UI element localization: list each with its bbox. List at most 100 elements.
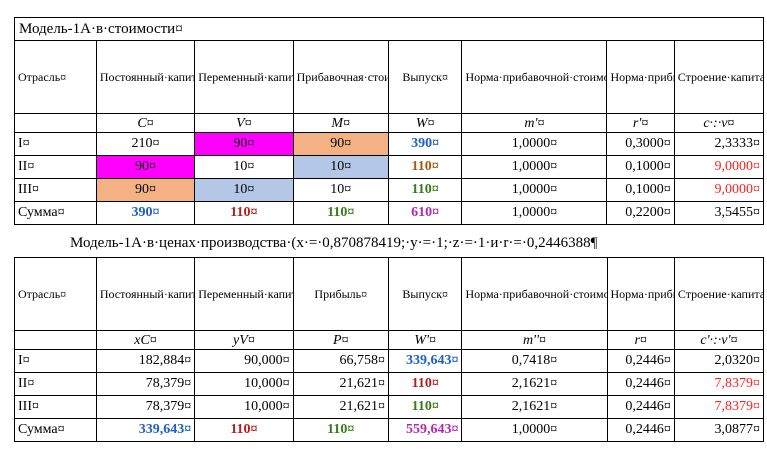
table-cell: 0,7418¤ bbox=[461, 349, 608, 373]
symbol-cell: M¤ bbox=[292, 113, 389, 133]
symbol-cell: r¤ bbox=[606, 330, 675, 350]
row-label: II¤ bbox=[14, 372, 97, 396]
symbol-empty bbox=[14, 330, 97, 350]
table-cell: 390¤ bbox=[387, 132, 463, 156]
header-capital-composition: Строение·капитала¤ bbox=[673, 257, 765, 331]
table-row: III¤ 78,379¤ 10,000¤ 21,621¤ 110¤ 2,1621… bbox=[14, 395, 765, 419]
table-row-total: Сумма¤ 390¤ 110¤ 110¤ 610¤ 1,0000¤ 0,220… bbox=[14, 201, 765, 225]
symbol-cell: c'·:·v'¤ bbox=[673, 330, 765, 350]
table-cell: 110¤ bbox=[387, 395, 463, 419]
table-cell: 390¤ bbox=[95, 201, 196, 225]
table-cell: 110¤ bbox=[387, 178, 463, 202]
symbol-cell: r'¤ bbox=[606, 113, 675, 133]
table-cell: 90¤ bbox=[292, 132, 389, 156]
table-cell: 3,5455¤ bbox=[673, 201, 765, 225]
table-cell: 2,3333¤ bbox=[673, 132, 765, 156]
table-cell: 559,643¤ bbox=[387, 418, 463, 442]
table-cell: 110¤ bbox=[292, 201, 389, 225]
table-cell: 0,2446¤ bbox=[606, 349, 675, 373]
header-branch: Отрасль¤ bbox=[14, 40, 97, 114]
header-profit: Прибыль¤ bbox=[292, 257, 389, 331]
row-label: I¤ bbox=[14, 349, 97, 373]
header-output: Выпуск¤ bbox=[387, 257, 463, 331]
header-branch: Отрасль¤ bbox=[14, 257, 97, 331]
table-cell: 90¤ bbox=[194, 132, 294, 156]
table-cell: 10¤ bbox=[292, 155, 389, 179]
row-label: Сумма¤ bbox=[14, 418, 97, 442]
symbol-cell: yV¤ bbox=[194, 330, 294, 350]
table-cell: 0,2446¤ bbox=[606, 372, 675, 396]
table-row: II¤ 90¤ 10¤ 10¤ 110¤ 1,0000¤ 0,1000¤ 9,0… bbox=[14, 155, 765, 179]
table-cell: 0,1000¤ bbox=[606, 178, 675, 202]
table-cell: 1,0000¤ bbox=[461, 155, 608, 179]
table-cell: 10¤ bbox=[194, 178, 294, 202]
table-cell: 0,2200¤ bbox=[606, 201, 675, 225]
table-cell: 10¤ bbox=[292, 178, 389, 202]
table-cell: 10,000¤ bbox=[194, 372, 294, 396]
symbol-cell: c·:·v¤ bbox=[673, 113, 765, 133]
table-row: I¤ 182,884¤ 90,000¤ 66,758¤ 339,643¤ 0,7… bbox=[14, 349, 765, 373]
table-cell: 210¤ bbox=[95, 132, 196, 156]
table-cell: 610¤ bbox=[387, 201, 463, 225]
table-cell: 0,1000¤ bbox=[606, 155, 675, 179]
symbol-cell: m'¤ bbox=[461, 113, 608, 133]
table2-title: Модель-1А·в·ценах·производства·(x·=·0,87… bbox=[70, 235, 598, 251]
table-row: I¤ 210¤ 90¤ 90¤ 390¤ 1,0000¤ 0,3000¤ 2,3… bbox=[14, 132, 765, 156]
header-constant-capital: Постоянный·капитал¤ bbox=[95, 257, 196, 331]
table-cell: 0,3000¤ bbox=[606, 132, 675, 156]
table-cell: 7,8379¤ bbox=[673, 395, 765, 419]
table-cell: 2,1621¤ bbox=[461, 372, 608, 396]
row-label: II¤ bbox=[14, 155, 97, 179]
table-cell: 66,758¤ bbox=[292, 349, 389, 373]
symbol-empty bbox=[14, 113, 97, 133]
table-cell: 0,2446¤ bbox=[606, 395, 675, 419]
table-cell: 90¤ bbox=[95, 178, 196, 202]
row-label: III¤ bbox=[14, 178, 97, 202]
price-model-table: Отрасль¤ Постоянный·капитал¤ Переменный·… bbox=[14, 257, 765, 442]
table-cell: 339,643¤ bbox=[387, 349, 463, 373]
table-cell: 9,0000¤ bbox=[673, 178, 765, 202]
symbol-cell: xC¤ bbox=[95, 330, 196, 350]
header-surplus-rate: Норма·прибавочной·стоимости¤ bbox=[461, 257, 608, 331]
header-capital-composition: Строение·капитала¤ bbox=[673, 40, 765, 114]
table-cell: 90,000¤ bbox=[194, 349, 294, 373]
symbol-cell: P¤ bbox=[292, 330, 389, 350]
table-cell: 21,621¤ bbox=[292, 395, 389, 419]
row-label: III¤ bbox=[14, 395, 97, 419]
symbol-cell: W'¤ bbox=[387, 330, 463, 350]
symbol-cell: m''¤ bbox=[461, 330, 608, 350]
symbol-cell: V¤ bbox=[194, 113, 294, 133]
header-variable-capital: Переменный·капитал¤ bbox=[194, 40, 294, 114]
table-row-total: Сумма¤ 339,643¤ 110¤ 110¤ 559,643¤ 1,000… bbox=[14, 418, 765, 442]
table-cell: 1,0000¤ bbox=[461, 418, 608, 442]
table-row: III¤ 90¤ 10¤ 10¤ 110¤ 1,0000¤ 0,1000¤ 9,… bbox=[14, 178, 765, 202]
table-cell: 110¤ bbox=[194, 418, 294, 442]
table-cell: 110¤ bbox=[387, 372, 463, 396]
table-cell: 10,000¤ bbox=[194, 395, 294, 419]
table-cell: 1,0000¤ bbox=[461, 132, 608, 156]
header-surplus-rate: Норма·прибавочной·стоимости¤ bbox=[461, 40, 608, 114]
table-cell: 110¤ bbox=[292, 418, 389, 442]
table-cell: 90¤ bbox=[95, 155, 196, 179]
table-cell: 2,0320¤ bbox=[673, 349, 765, 373]
table-title: Модель-1А·в·стоимости¤ bbox=[14, 17, 764, 41]
table-cell: 1,0000¤ bbox=[461, 178, 608, 202]
row-label: I¤ bbox=[14, 132, 97, 156]
header-variable-capital: Переменный·капитал¤ bbox=[194, 257, 294, 331]
table-cell: 10¤ bbox=[194, 155, 294, 179]
table-cell: 9,0000¤ bbox=[673, 155, 765, 179]
header-surplus-value: Прибавочная·стоимость¤ bbox=[292, 40, 389, 114]
table-cell: 3,0877¤ bbox=[673, 418, 765, 442]
table-cell: 21,621¤ bbox=[292, 372, 389, 396]
table-cell: 110¤ bbox=[387, 155, 463, 179]
table-cell: 7,8379¤ bbox=[673, 372, 765, 396]
symbol-cell: C¤ bbox=[95, 113, 196, 133]
header-constant-capital: Постоянный·капитал¤ bbox=[95, 40, 196, 114]
value-model-table: Модель-1А·в·стоимости¤ Отрасль¤ Постоянн… bbox=[14, 17, 765, 225]
table-cell: 1,0000¤ bbox=[461, 201, 608, 225]
row-label: Сумма¤ bbox=[14, 201, 97, 225]
symbol-cell: W¤ bbox=[387, 113, 463, 133]
table-cell: 2,1621¤ bbox=[461, 395, 608, 419]
header-profit-rate: Норма·прибыли¤ bbox=[606, 40, 675, 114]
